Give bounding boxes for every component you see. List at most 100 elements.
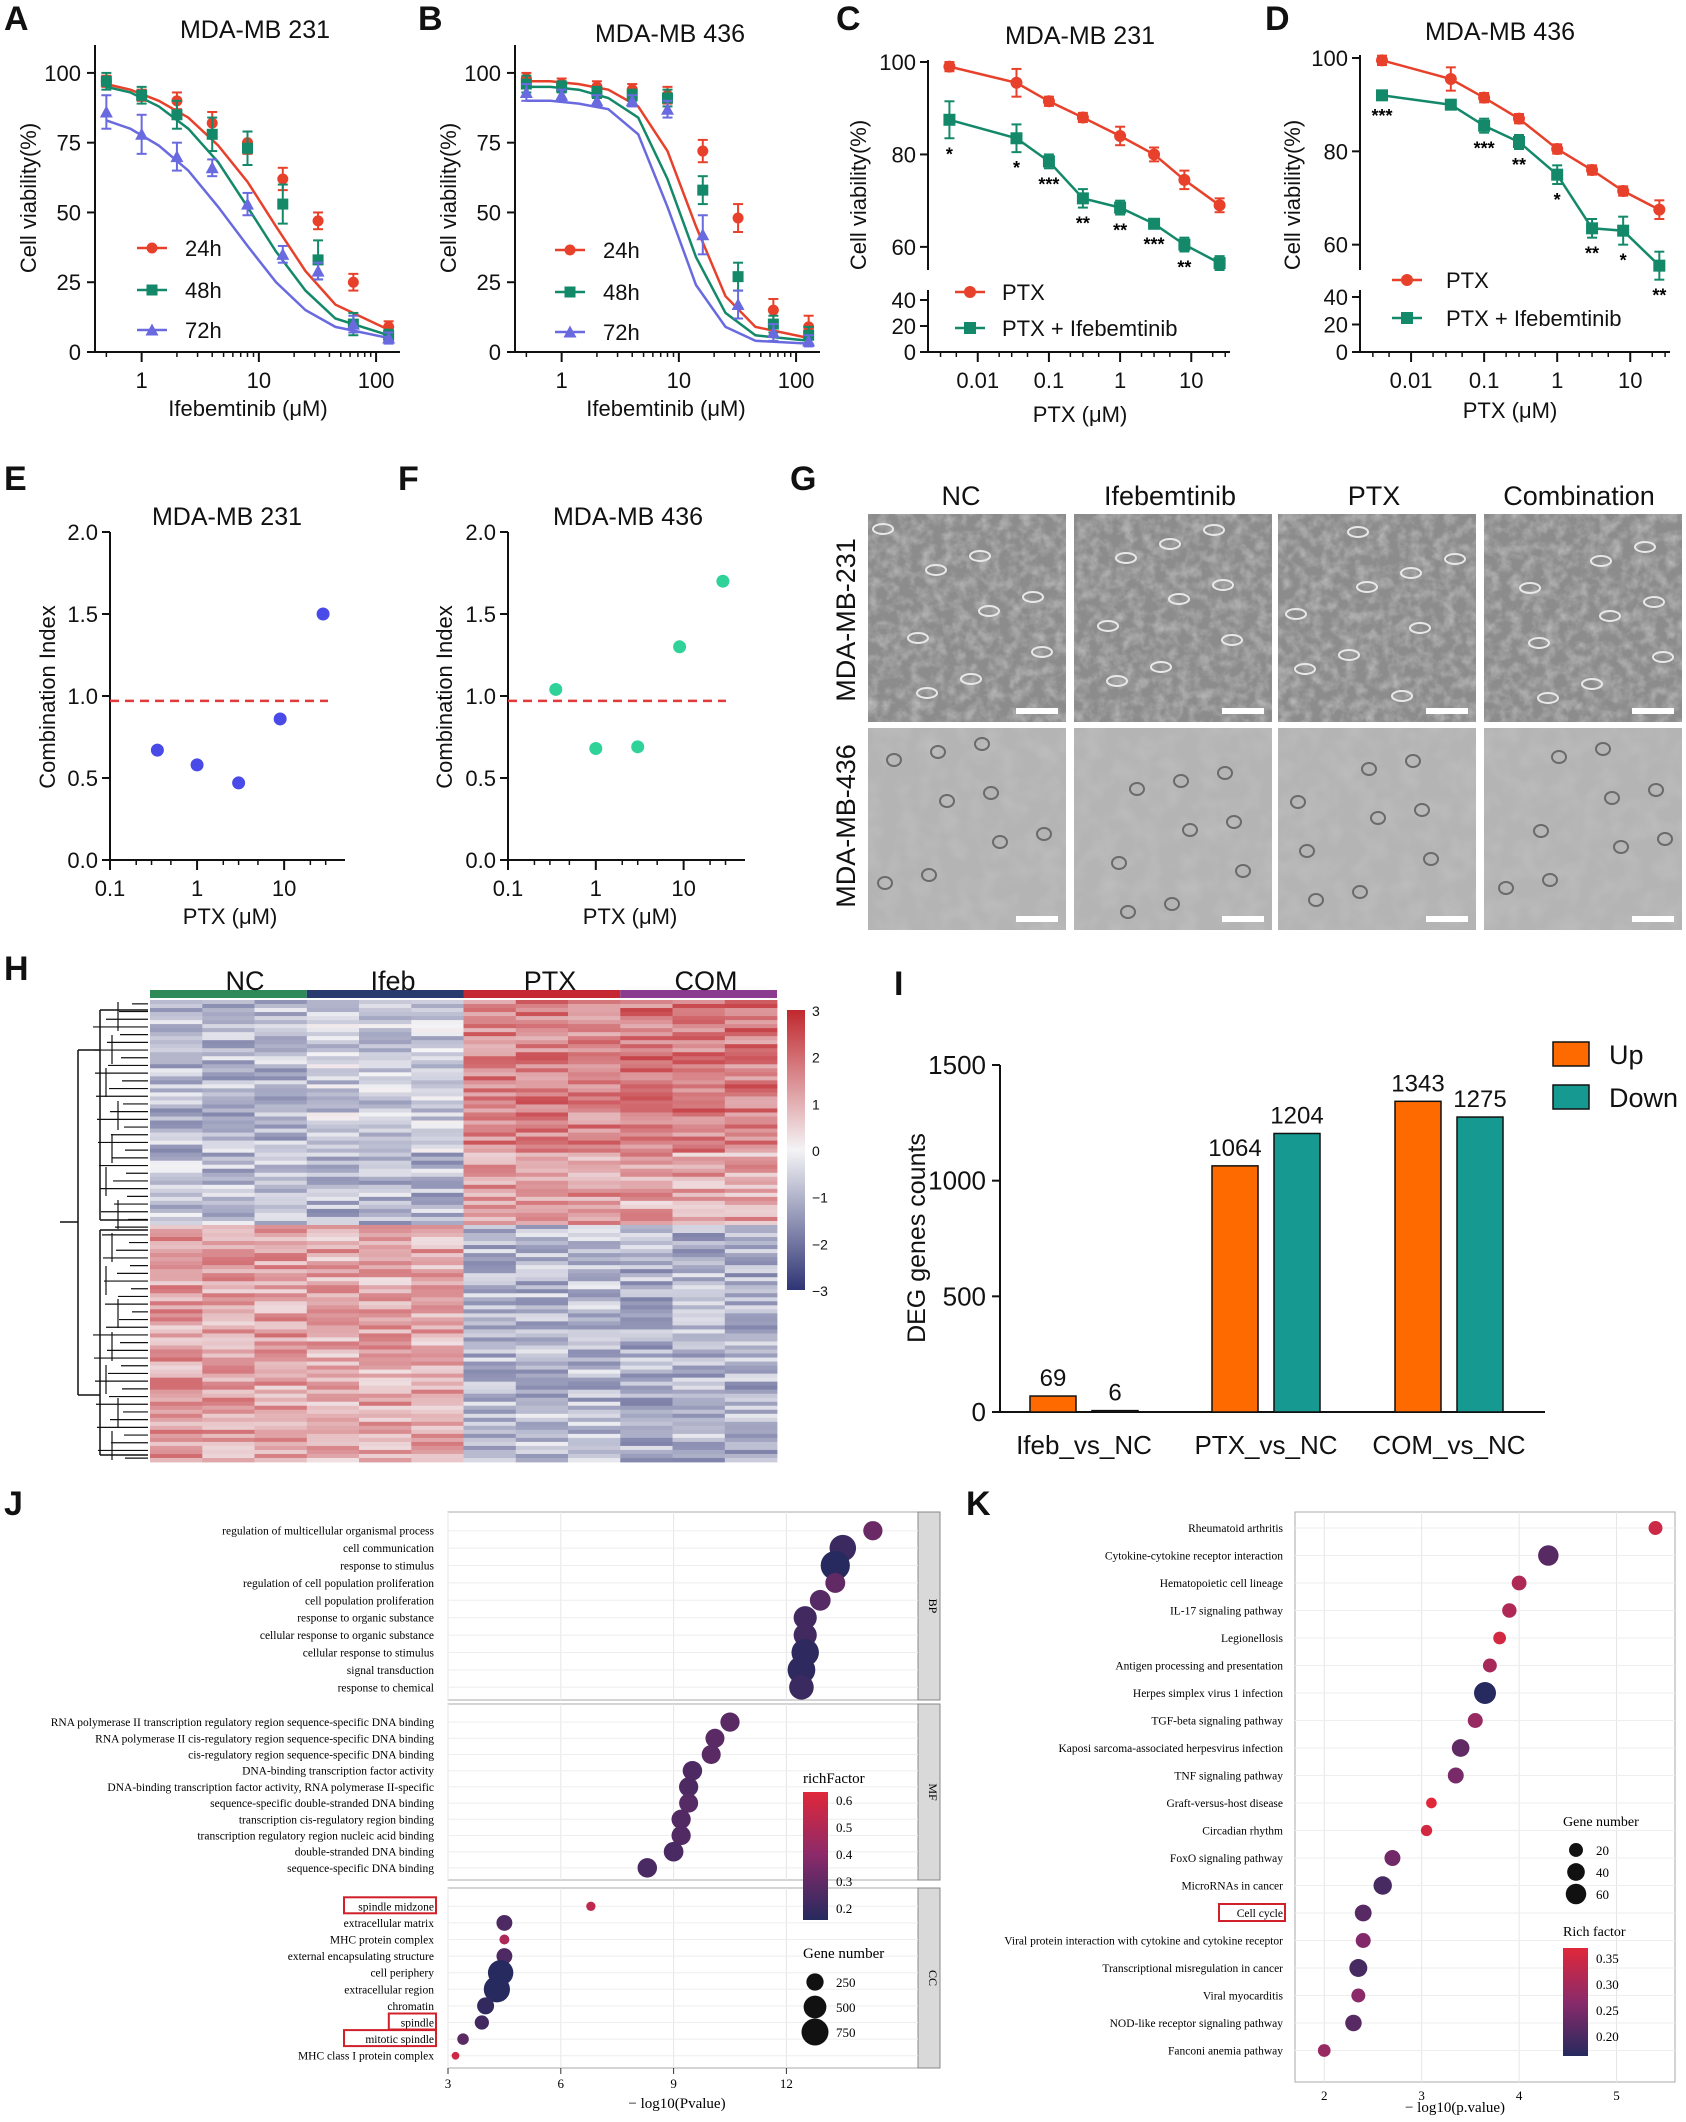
heatmap-cell — [463, 1453, 517, 1459]
heatmap-cell — [359, 1196, 412, 1202]
heatmap-cell — [568, 1172, 621, 1178]
heatmap-cell — [620, 1044, 673, 1049]
heatmap-cell — [306, 1080, 360, 1085]
heatmap-cell — [359, 1445, 412, 1451]
color-tick-label: 0.5 — [836, 1820, 852, 1835]
heatmap-cell — [359, 1297, 412, 1302]
heatmap-cell — [306, 1012, 360, 1017]
significance-label: * — [1554, 190, 1561, 210]
x-tick-label: 1 — [556, 368, 568, 393]
heatmap-cell — [672, 1285, 726, 1290]
heatmap-cell — [150, 1261, 203, 1266]
term-label: Viral myocarditis — [1203, 1991, 1284, 2003]
heatmap-cell — [202, 1024, 255, 1029]
heatmap-cell — [463, 1437, 517, 1443]
data-point — [311, 264, 325, 277]
data-point — [242, 142, 253, 154]
heatmap-cell — [724, 1401, 778, 1407]
heatmap-cell — [359, 1152, 412, 1158]
heatmap-cell — [515, 1309, 569, 1314]
heatmap-cell — [463, 1044, 517, 1049]
heatmap-cell — [306, 1104, 360, 1109]
heatmap-cell — [515, 1237, 569, 1242]
heatmap-cell — [254, 1237, 308, 1242]
data-point — [1444, 73, 1457, 85]
cell-outline — [1542, 873, 1558, 887]
heatmap-cell — [463, 1148, 517, 1154]
data-point — [662, 92, 673, 104]
data-point — [1586, 164, 1599, 176]
cell-outline — [1221, 634, 1243, 646]
heatmap-cell — [306, 1152, 360, 1158]
heatmap-cell — [515, 1421, 569, 1427]
heatmap-cell — [150, 1028, 203, 1033]
heatmap-cell — [359, 1204, 412, 1210]
heatmap-cell — [306, 1212, 360, 1218]
heatmap-cell — [463, 1096, 517, 1101]
color-tick-label: 0.25 — [1596, 2003, 1619, 2018]
heatmap-cell — [724, 1437, 778, 1443]
data-point — [1148, 217, 1161, 230]
heatmap-cell — [672, 1429, 726, 1435]
heatmap-cell — [359, 1224, 412, 1230]
heatmap-cell — [359, 1337, 412, 1342]
heatmap-cell — [306, 1072, 360, 1077]
heatmap-cell — [306, 1164, 360, 1170]
heatmap-cell — [568, 1325, 621, 1330]
data-point — [825, 1572, 846, 1593]
heatmap-cell — [724, 1032, 778, 1037]
heatmap-cell — [672, 1329, 726, 1334]
heatmap-cell — [306, 1437, 360, 1443]
heatmap-cell — [411, 1096, 464, 1101]
heatmap-cell — [463, 1076, 517, 1081]
heatmap-cell — [202, 1293, 255, 1298]
heatmap-cell — [463, 1004, 517, 1009]
term-label: MHC class I protein complex — [298, 2051, 434, 2063]
data-point — [1010, 76, 1023, 89]
heatmap-cell — [620, 1132, 673, 1137]
heatmap-cell — [620, 1064, 673, 1069]
heatmap-cell — [306, 1329, 360, 1334]
heatmap-cell — [411, 1136, 464, 1142]
heatmap-cell — [672, 1220, 726, 1226]
heatmap-cell — [724, 1088, 778, 1093]
heatmap-cell — [150, 1012, 203, 1017]
heatmap-cell — [568, 1208, 621, 1214]
x-axis-label: PTX (μM) — [1033, 402, 1128, 427]
heatmap-cell — [724, 1008, 778, 1013]
heatmap-cell — [463, 1224, 517, 1230]
heatmap-cell — [254, 1204, 308, 1210]
heatmap-cell — [724, 1220, 778, 1226]
heatmap-cell — [620, 1333, 673, 1338]
heatmap-cell — [620, 1437, 673, 1443]
color-tick-label: 0.35 — [1596, 1951, 1619, 1966]
heatmap-cell — [150, 1309, 203, 1314]
heatmap-cell — [724, 1168, 778, 1174]
heatmap-cell — [359, 1024, 412, 1029]
heatmap-cell — [515, 1317, 569, 1322]
heatmap-cell — [515, 1172, 569, 1178]
heatmap-cell — [568, 1000, 621, 1005]
heatmap-cell — [620, 1257, 673, 1262]
heatmap-cell — [306, 1120, 360, 1125]
heatmap-cell — [306, 1237, 360, 1242]
heatmap-cell — [150, 1040, 203, 1045]
term-label: cell population proliferation — [305, 1595, 434, 1607]
heatmap-cell — [620, 1433, 673, 1439]
heatmap-cell — [254, 1361, 308, 1366]
heatmap-cell — [724, 1060, 778, 1065]
heatmap-cell — [150, 1016, 203, 1021]
heatmap-cell — [254, 1453, 308, 1459]
heatmap-cell — [463, 1072, 517, 1077]
significance-label: ** — [1076, 214, 1090, 234]
heatmap-cell — [359, 1064, 412, 1069]
significance-label: *** — [1371, 106, 1392, 126]
heatmap-cell — [306, 1425, 360, 1431]
panel-letter-k: K — [966, 1485, 991, 1523]
heatmap-cell — [359, 1325, 412, 1330]
heatmap-cell — [515, 1369, 569, 1375]
heatmap-cell — [254, 1132, 308, 1137]
heatmap-cell — [359, 1216, 412, 1222]
heatmap-cell — [254, 1032, 308, 1037]
heatmap-cell — [306, 1261, 360, 1266]
